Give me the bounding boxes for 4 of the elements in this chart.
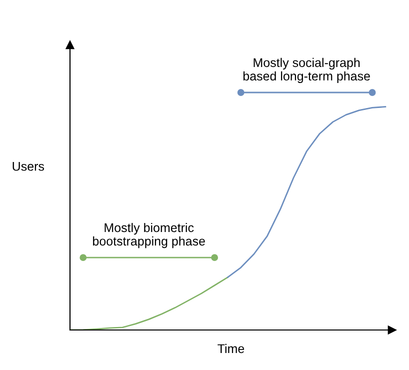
x-axis-title: Time (218, 344, 244, 354)
y-axis-title: Users (12, 162, 44, 171)
series-label: Mostly biometric bootstrapping phase (93, 222, 205, 248)
series-label: Mostly social-graph based long-term phase (243, 58, 370, 83)
